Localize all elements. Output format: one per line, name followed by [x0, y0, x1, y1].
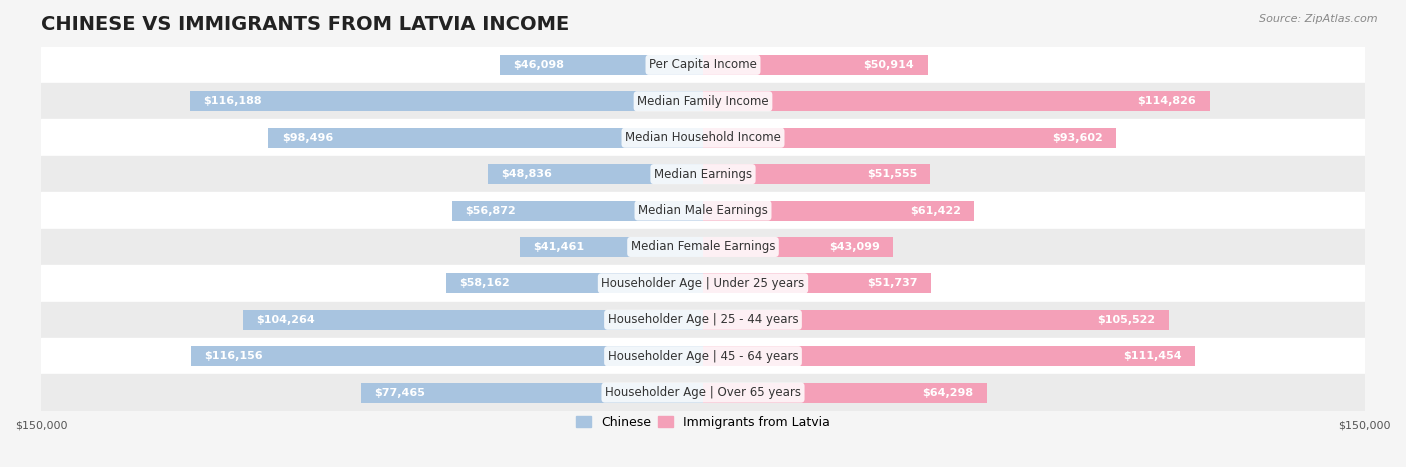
- Bar: [41, 375, 1365, 411]
- Text: $48,836: $48,836: [501, 169, 551, 179]
- Text: Median Household Income: Median Household Income: [626, 131, 780, 144]
- Text: Householder Age | Over 65 years: Householder Age | Over 65 years: [605, 386, 801, 399]
- Bar: [269, 127, 703, 148]
- Bar: [703, 237, 893, 257]
- Bar: [703, 310, 1168, 330]
- Bar: [41, 265, 1365, 302]
- Bar: [453, 200, 703, 220]
- Bar: [41, 338, 1365, 375]
- Text: Median Male Earnings: Median Male Earnings: [638, 204, 768, 217]
- Bar: [41, 192, 1365, 229]
- Bar: [243, 310, 703, 330]
- Bar: [41, 120, 1365, 156]
- Text: $93,602: $93,602: [1052, 133, 1102, 143]
- Bar: [703, 382, 987, 403]
- Bar: [191, 346, 703, 366]
- Text: $105,522: $105,522: [1097, 315, 1156, 325]
- Text: $116,188: $116,188: [204, 96, 263, 106]
- Text: $116,156: $116,156: [204, 351, 263, 361]
- Text: $64,298: $64,298: [922, 388, 973, 397]
- Text: $104,264: $104,264: [256, 315, 315, 325]
- Text: $61,422: $61,422: [910, 205, 960, 216]
- Bar: [190, 91, 703, 111]
- Bar: [520, 237, 703, 257]
- Bar: [41, 83, 1365, 120]
- Bar: [703, 164, 931, 184]
- Bar: [488, 164, 703, 184]
- Text: Householder Age | 25 - 44 years: Householder Age | 25 - 44 years: [607, 313, 799, 326]
- Text: Householder Age | Under 25 years: Householder Age | Under 25 years: [602, 277, 804, 290]
- Text: Median Female Earnings: Median Female Earnings: [631, 241, 775, 254]
- Text: $58,162: $58,162: [460, 278, 510, 288]
- Text: $77,465: $77,465: [374, 388, 426, 397]
- Text: Per Capita Income: Per Capita Income: [650, 58, 756, 71]
- Text: $98,496: $98,496: [281, 133, 333, 143]
- Text: $111,454: $111,454: [1123, 351, 1181, 361]
- Bar: [703, 273, 931, 293]
- Bar: [41, 229, 1365, 265]
- Text: $43,099: $43,099: [830, 242, 880, 252]
- Text: $46,098: $46,098: [513, 60, 564, 70]
- Text: Source: ZipAtlas.com: Source: ZipAtlas.com: [1260, 14, 1378, 24]
- Text: $51,555: $51,555: [868, 169, 917, 179]
- Bar: [41, 302, 1365, 338]
- Text: Median Family Income: Median Family Income: [637, 95, 769, 108]
- Text: $50,914: $50,914: [863, 60, 914, 70]
- Text: $51,737: $51,737: [868, 278, 918, 288]
- Text: CHINESE VS IMMIGRANTS FROM LATVIA INCOME: CHINESE VS IMMIGRANTS FROM LATVIA INCOME: [41, 15, 569, 34]
- Bar: [41, 156, 1365, 192]
- Text: $56,872: $56,872: [465, 205, 516, 216]
- Legend: Chinese, Immigrants from Latvia: Chinese, Immigrants from Latvia: [571, 410, 835, 434]
- Text: Median Earnings: Median Earnings: [654, 168, 752, 181]
- Bar: [703, 91, 1209, 111]
- Bar: [703, 346, 1195, 366]
- Text: $41,461: $41,461: [533, 242, 585, 252]
- Bar: [703, 127, 1116, 148]
- Bar: [41, 47, 1365, 83]
- Bar: [499, 55, 703, 75]
- Bar: [361, 382, 703, 403]
- Bar: [703, 55, 928, 75]
- Text: Householder Age | 45 - 64 years: Householder Age | 45 - 64 years: [607, 350, 799, 363]
- Bar: [447, 273, 703, 293]
- Text: $114,826: $114,826: [1137, 96, 1197, 106]
- Bar: [703, 200, 974, 220]
